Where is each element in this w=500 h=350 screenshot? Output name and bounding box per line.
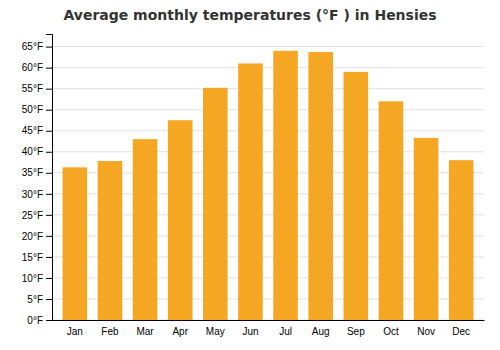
title: Average monthly temperatures (°F ) in He… <box>63 7 436 23</box>
x-axis: Jan Feb Mar Apr May Jun Jul Aug Sep Oct Nov Dec <box>53 321 485 338</box>
x-tick: Oct <box>383 326 399 337</box>
x-tick: Jul <box>279 326 292 337</box>
y-tick-label: 20°F <box>22 231 43 242</box>
y-tick: 45°F <box>22 125 52 136</box>
y-axis: 0°F 5°F 10°F 15°F 20°F 25°F 30°F 35°F 40°F 45°F 50… <box>22 35 53 326</box>
bar <box>168 120 193 320</box>
y-tick: 10°F <box>22 273 52 284</box>
y-tick: 5°F <box>27 294 52 305</box>
y-tick-label: 50°F <box>22 104 43 115</box>
x-tick-label: Nov <box>417 326 435 337</box>
bar <box>203 88 228 320</box>
y-axis-line <box>46 35 53 321</box>
x-tick: Sep <box>347 326 365 337</box>
y-tick-mark <box>46 89 52 90</box>
y-tick: 35°F <box>22 167 52 178</box>
y-tick-mark <box>46 110 52 111</box>
x-tick-label: Jun <box>242 326 258 337</box>
y-tick-mark <box>46 47 52 48</box>
bar <box>414 138 439 320</box>
bar <box>308 52 333 320</box>
y-tick-label: 0°F <box>27 315 43 326</box>
x-tick-label: Jul <box>279 326 292 337</box>
grid-line <box>52 130 484 131</box>
x-tick: Apr <box>172 326 188 337</box>
x-tick: Nov <box>417 326 435 337</box>
grid-line <box>52 46 484 47</box>
bar <box>449 160 474 320</box>
bar <box>238 63 263 320</box>
y-tick-mark <box>46 320 52 321</box>
x-tick-label: Dec <box>452 326 470 337</box>
y-tick-mark <box>46 194 52 195</box>
bar <box>98 161 123 320</box>
x-tick: Jun <box>242 326 258 337</box>
y-tick: 50°F <box>22 104 52 115</box>
y-tick: 60°F <box>22 62 52 73</box>
grid-line <box>52 109 484 110</box>
y-tick: 55°F <box>22 83 52 94</box>
chart-svg: 0°F 5°F 10°F 15°F 20°F 25°F 30°F 35°F 40°F 45°F 50… <box>0 0 500 350</box>
x-tick-label: Jan <box>67 326 83 337</box>
y-tick-mark <box>46 173 52 174</box>
x-tick: Dec <box>452 326 470 337</box>
grid-line <box>52 67 484 68</box>
chart-container: 0°F 5°F 10°F 15°F 20°F 25°F 30°F 35°F 40°F 45°F 50… <box>0 0 500 350</box>
y-tick-label: 15°F <box>22 252 43 263</box>
y-tick-label: 10°F <box>22 273 43 284</box>
y-tick-mark <box>46 215 52 216</box>
y-tick-label: 5°F <box>27 294 43 305</box>
x-tick: Jan <box>67 326 83 337</box>
y-tick-mark <box>46 278 52 279</box>
x-axis-line <box>53 320 485 321</box>
y-tick: 65°F <box>22 41 52 52</box>
x-tick-label: Aug <box>312 326 330 337</box>
y-tick: 15°F <box>22 252 52 263</box>
plot-area: 0°F 5°F 10°F 15°F 20°F 25°F 30°F 35°F 40°F 45°F 50… <box>22 35 485 338</box>
y-tick-label: 25°F <box>22 210 43 221</box>
y-tick-label: 35°F <box>22 167 43 178</box>
y-tick: 25°F <box>22 210 52 221</box>
y-tick: 20°F <box>22 231 52 242</box>
y-tick-mark <box>46 152 52 153</box>
bar <box>63 167 88 320</box>
y-tick-label: 60°F <box>22 62 43 73</box>
x-tick-label: Mar <box>136 326 154 337</box>
y-tick: 0°F <box>27 315 52 326</box>
bar <box>133 139 158 320</box>
y-tick-mark <box>46 236 52 237</box>
y-tick-label: 45°F <box>22 125 43 136</box>
y-tick-mark <box>46 131 52 132</box>
x-tick: Feb <box>101 326 119 337</box>
y-tick: 40°F <box>22 146 52 157</box>
y-tick-mark <box>46 68 52 69</box>
x-tick-label: Oct <box>383 326 399 337</box>
bar <box>273 51 298 320</box>
bar <box>379 101 404 320</box>
bars <box>63 51 474 320</box>
y-tick-label: 55°F <box>22 83 43 94</box>
x-tick: Aug <box>312 326 330 337</box>
x-tick-label: May <box>206 326 225 337</box>
grid-line <box>52 88 484 89</box>
y-tick-label: 40°F <box>22 146 43 157</box>
x-tick: May <box>206 326 225 337</box>
bar <box>344 72 369 320</box>
y-tick-label: 30°F <box>22 189 43 200</box>
x-tick-label: Sep <box>347 326 365 337</box>
y-tick: 30°F <box>22 189 52 200</box>
x-tick-label: Apr <box>172 326 188 337</box>
y-tick-mark <box>46 257 52 258</box>
y-tick-mark <box>46 299 52 300</box>
y-tick-label: 65°F <box>22 41 43 52</box>
x-tick-label: Feb <box>101 326 119 337</box>
x-tick: Mar <box>136 326 154 337</box>
grid <box>52 47 484 320</box>
